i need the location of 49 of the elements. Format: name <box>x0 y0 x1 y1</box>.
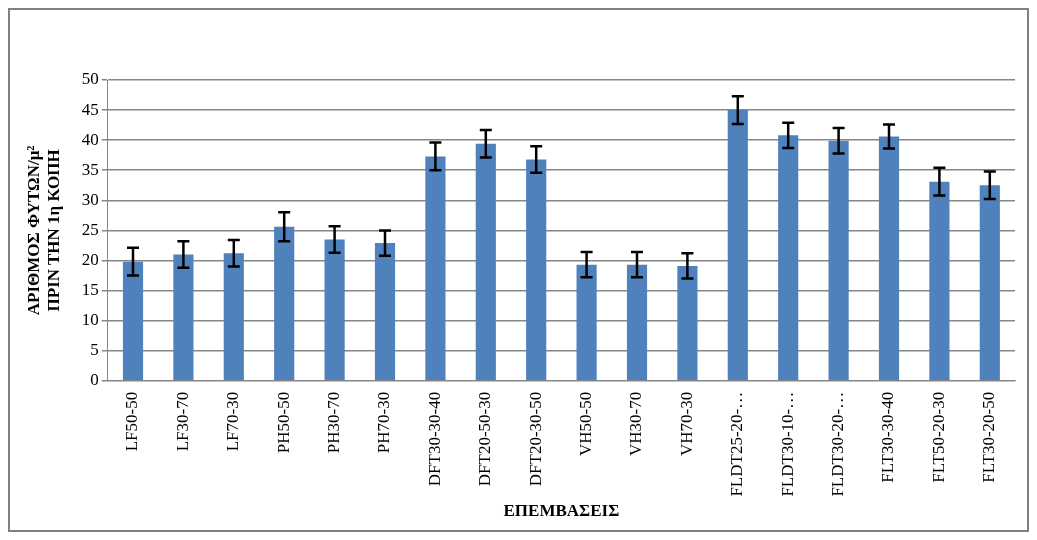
x-tick-label: FLT30-30-40 <box>878 391 898 483</box>
x-tick-label: VH70-30 <box>676 391 696 456</box>
bar <box>727 110 748 381</box>
bar <box>173 254 194 381</box>
x-tick-label: LF50-50 <box>122 391 142 452</box>
y-tick-label: 45 <box>81 99 99 119</box>
x-tick-label: PH50-50 <box>273 391 293 454</box>
y-tick-label: 20 <box>81 249 99 269</box>
bar <box>526 159 547 381</box>
bar <box>929 181 950 381</box>
y-tick-label: 40 <box>81 129 99 149</box>
y-tick-label: 30 <box>81 189 99 209</box>
x-tick-label: FLDT30-10-… <box>777 391 797 497</box>
y-tick-label: 0 <box>90 370 99 390</box>
x-tick-label: VH50-50 <box>576 391 596 456</box>
bar <box>425 156 446 381</box>
y-tick-label: 50 <box>81 69 99 89</box>
x-tick-label: LF30-70 <box>172 391 192 452</box>
x-axis-title: ΕΠΕΜΒΑΣΕΙΣ <box>503 501 620 521</box>
y-tick-label: 35 <box>81 159 99 179</box>
x-tick-label: PH70-30 <box>374 391 394 454</box>
x-tick-label: FLDT25-20-… <box>727 391 747 497</box>
bar <box>626 264 648 381</box>
bar <box>475 143 496 381</box>
bar <box>324 239 345 381</box>
y-tick-label: 15 <box>81 280 99 300</box>
x-tick-label: DFT20-50-30 <box>475 391 495 487</box>
x-tick-label: DFT20-30-50 <box>525 391 545 487</box>
y-tick-label: 10 <box>81 310 99 330</box>
bar <box>576 264 597 381</box>
y-axis-title: ΑΡΙΘΜΟΣ ΦΥΤΩΝ/μ² ΠΡΙΝ ΤΗΝ 1η ΚΟΠΗ <box>23 145 63 316</box>
bar <box>122 261 144 381</box>
x-tick-label: LF70-30 <box>223 391 243 452</box>
x-tick-label: FLT30-20-50 <box>979 391 999 483</box>
bar <box>223 253 244 381</box>
bar <box>878 136 900 381</box>
x-tick-label: FLT50-20-30 <box>928 391 948 483</box>
x-tick-label: FLDT30-20-… <box>828 391 848 497</box>
bar <box>778 135 799 381</box>
x-tick-label: VH30-70 <box>626 391 646 456</box>
bar <box>979 185 1000 381</box>
x-tick-label: DFT30-30-40 <box>424 391 444 487</box>
y-tick-label: 25 <box>81 219 99 239</box>
bar <box>828 140 849 381</box>
x-tick-label: PH30-70 <box>324 391 344 454</box>
y-tick-label: 5 <box>90 340 99 360</box>
bar <box>274 226 295 381</box>
bar <box>677 265 698 381</box>
bar <box>374 243 396 381</box>
